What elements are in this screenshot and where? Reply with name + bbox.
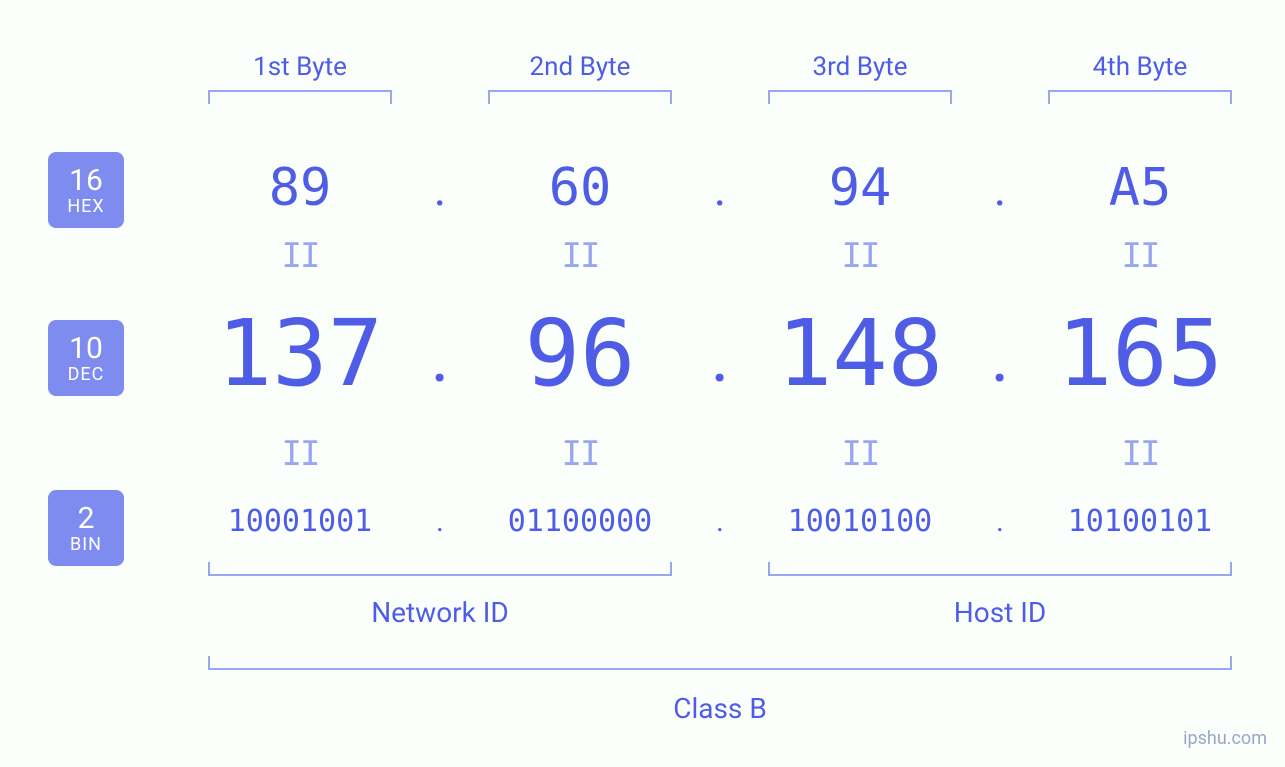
bin-dot-1: . (400, 504, 480, 539)
badge-dec-label: DEC (68, 365, 105, 385)
eq-2-2: II (480, 434, 680, 474)
eq-1-4: II (1040, 236, 1240, 276)
hex-byte-3: 94 (760, 158, 960, 218)
badge-hex: 16 HEX (48, 152, 124, 228)
ip-diagram: 1st Byte 2nd Byte 3rd Byte 4th Byte 16 H… (0, 0, 1285, 767)
dec-dot-3: . (960, 314, 1040, 399)
badge-bin-label: BIN (70, 535, 102, 555)
bin-byte-2: 01100000 (480, 504, 680, 539)
bracket-network (208, 562, 672, 576)
bracket-byte-4 (1048, 90, 1232, 104)
label-host-id: Host ID (760, 596, 1240, 629)
bracket-byte-3 (768, 90, 952, 104)
hex-dot-2: . (680, 160, 760, 217)
dec-byte-2: 96 (480, 300, 680, 407)
byte-label-4: 4th Byte (1040, 52, 1240, 82)
hex-byte-2: 60 (480, 158, 680, 218)
dec-byte-3: 148 (760, 300, 960, 407)
bin-byte-4: 10100101 (1040, 504, 1240, 539)
eq-2-3: II (760, 434, 960, 474)
eq-1-2: II (480, 236, 680, 276)
badge-dec: 10 DEC (48, 320, 124, 396)
badge-bin: 2 BIN (48, 490, 124, 566)
bin-dot-3: . (960, 504, 1040, 539)
dec-dot-2: . (680, 314, 760, 399)
hex-byte-4: A5 (1040, 158, 1240, 218)
dec-byte-1: 137 (200, 300, 400, 407)
label-network-id: Network ID (200, 596, 680, 629)
bracket-byte-2 (488, 90, 672, 104)
eq-2-1: II (200, 434, 400, 474)
badge-hex-label: HEX (67, 197, 104, 217)
bin-byte-1: 10001001 (200, 504, 400, 539)
badge-bin-base: 2 (78, 502, 95, 535)
bracket-byte-1 (208, 90, 392, 104)
hex-dot-3: . (960, 160, 1040, 217)
badge-hex-base: 16 (69, 164, 103, 197)
bin-dot-2: . (680, 504, 760, 539)
hex-byte-1: 89 (200, 158, 400, 218)
bin-byte-3: 10010100 (760, 504, 960, 539)
dec-dot-1: . (400, 314, 480, 399)
bracket-host (768, 562, 1232, 576)
dec-byte-4: 165 (1040, 300, 1240, 407)
byte-label-2: 2nd Byte (480, 52, 680, 82)
byte-label-1: 1st Byte (200, 52, 400, 82)
watermark: ipshu.com (1183, 728, 1267, 749)
hex-dot-1: . (400, 160, 480, 217)
byte-label-3: 3rd Byte (760, 52, 960, 82)
badge-dec-base: 10 (69, 332, 103, 365)
eq-1-3: II (760, 236, 960, 276)
eq-1-1: II (200, 236, 400, 276)
bracket-class (208, 656, 1232, 670)
label-class: Class B (200, 692, 1240, 725)
eq-2-4: II (1040, 434, 1240, 474)
